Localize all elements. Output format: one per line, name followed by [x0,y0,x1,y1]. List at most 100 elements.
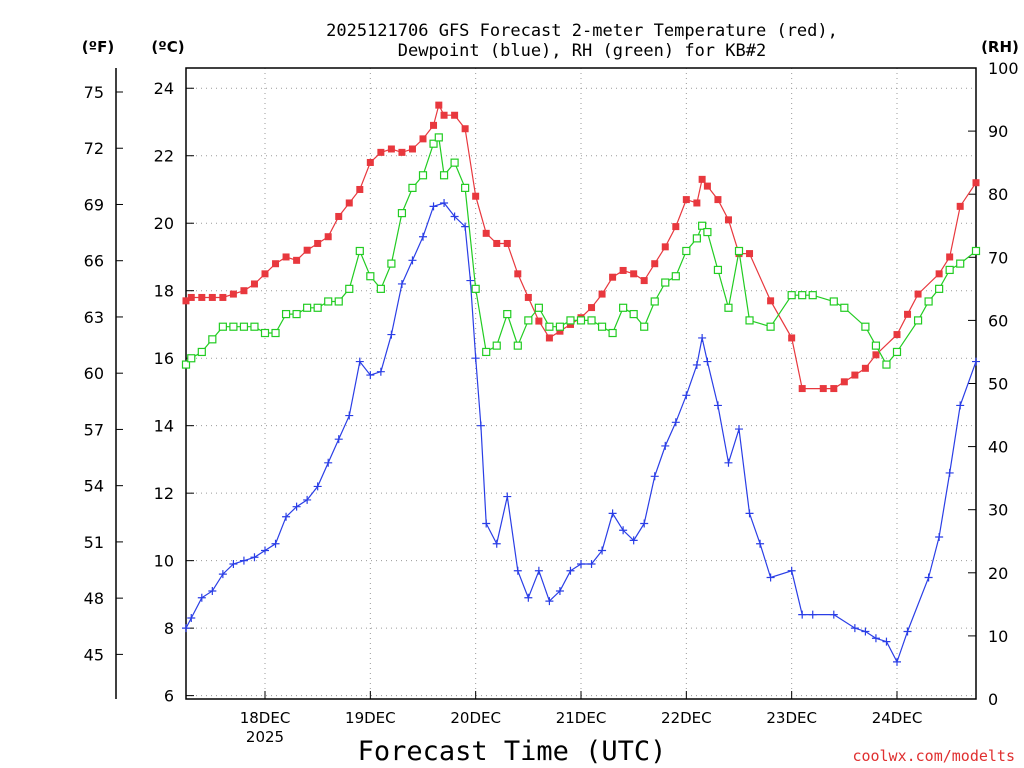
dewpoint-point [661,441,670,450]
date-tick-label: 18DEC [240,709,291,727]
dewpoint-point [698,333,707,342]
dewpoint-point [924,573,933,582]
temperature-point [788,334,796,342]
dewpoint-point [587,560,596,569]
temperature-point [250,280,258,288]
dewpoint-point [935,533,944,542]
dewpoint-point [197,593,206,602]
temperature-point [798,385,806,393]
rh-point [292,309,301,319]
dewpoint-point [324,458,333,467]
rh-point [682,246,691,256]
rh-tick-label: 40 [988,438,1008,457]
celsius-tick-label: 6 [164,687,174,706]
rh-point [482,347,491,357]
rh-point [671,272,680,281]
celsius-tick-label: 10 [154,552,174,571]
chart-title-line-2: Dewpoint (blue), RH (green) for KB#2 [398,41,766,61]
temperature-point [651,260,659,268]
dewpoint-point [808,610,817,619]
temperature-point [219,293,227,301]
temperature-point [746,250,754,258]
chart-title-line-1: 2025121706 GFS Forecast 2-meter Temperat… [326,21,838,41]
dewpoint-point [629,536,638,545]
chart-title: 2025121706 GFS Forecast 2-meter Temperat… [326,21,838,61]
dewpoint-point [239,556,248,565]
temperature-point [356,185,364,193]
rh-unit-label: (RH) [981,38,1019,56]
dewpoint-point [503,492,512,501]
fahrenheit-tick-label: 69 [84,195,104,214]
dewpoint-point [229,560,238,569]
temperature-point [461,125,469,133]
rh-point [734,246,744,256]
temperature-point [524,293,532,301]
date-tick-label: 20DEC [450,709,501,727]
dewpoint-point [534,566,543,575]
temperature-point [240,287,248,295]
rh-point [324,297,333,306]
rh-tick-label: 10 [988,627,1008,646]
rh-tick-label: 90 [988,122,1008,141]
rh-point [434,133,443,142]
temperature-point [861,364,869,372]
rh-point [281,309,291,319]
dewpoint-point [429,202,438,211]
temperature-point [893,331,901,339]
temperature-point [724,216,732,224]
dewpoint-point [882,637,891,646]
dewpoint-point [461,222,470,231]
dewpoint-point [345,411,354,420]
temperature-point [946,253,954,261]
rh-point [355,246,364,256]
rh-point [871,341,881,350]
temperature-point [387,145,395,153]
dewpoint-point [387,330,396,339]
dewpoint-point [524,593,533,602]
temperature-point [472,192,480,200]
dewpoint-point [397,279,406,288]
temperature-point [282,253,290,261]
dewpoint-point [608,509,617,518]
rh-point [956,259,965,268]
rh-tick-label: 0 [988,690,998,709]
dewpoint-point [850,624,859,633]
temperature-point [609,273,617,281]
tick-labels: 6 8 10 12 14 16 18 20 22 24 45 48 51 54 57 60 63 66 69 72 75… [84,59,1019,746]
temperature-point [630,270,638,278]
temperature-point [229,290,237,298]
rh-point [971,246,981,256]
dewpoint-point [829,610,838,619]
temperature-point [598,290,606,298]
temperature-point [377,148,385,156]
temperature-point [345,199,353,207]
temperature-point [419,135,427,143]
rh-point [692,234,701,243]
fahrenheit-tick-label: 63 [84,308,104,327]
rh-point [724,303,733,312]
dewpoint-point [766,573,775,582]
rh-point [545,322,554,331]
temperature-point [703,182,711,190]
rh-point [197,347,206,357]
rh-tick-label: 50 [988,375,1008,394]
dewpoint-point [513,566,522,575]
dewpoint-point [218,570,227,579]
dewpoint-point [261,546,269,555]
temperature-point [556,327,564,335]
rh-point [303,303,312,312]
temperature-point [482,229,490,237]
dewpoint-point [492,539,501,548]
rh-tick-label: 20 [988,564,1008,583]
rh-point [808,291,817,300]
dewpoint-point [724,458,733,467]
rh-point [513,341,522,350]
temperature-point [398,148,406,156]
rh-point [397,209,407,218]
rh-point [387,259,396,268]
temperature-point [904,310,912,318]
temperature-point [840,378,848,386]
temperature-point [972,179,980,187]
x-axis-label: Forecast Time (UTC) [358,736,667,767]
